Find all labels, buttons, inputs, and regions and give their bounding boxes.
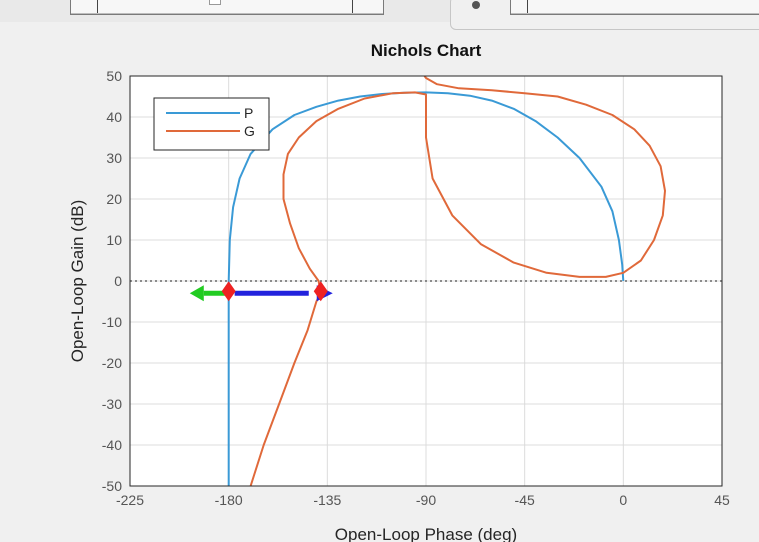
y-tick-label: -50 — [102, 478, 122, 494]
y-tick-label: 0 — [114, 273, 122, 289]
y-tick-label: -10 — [102, 314, 122, 330]
y-axis-label: Open-Loop Gain (dB) — [68, 200, 87, 363]
right-control-start[interactable] — [511, 0, 528, 13]
x-axis-label: Open-Loop Phase (deg) — [335, 525, 517, 542]
y-tick-label: 30 — [106, 150, 122, 166]
x-tick-label: -45 — [515, 492, 535, 508]
series-line-g — [249, 76, 666, 486]
plot-frame — [129, 75, 723, 487]
crossing-marker — [313, 281, 328, 302]
right-control[interactable] — [510, 0, 759, 15]
legend: P G — [153, 97, 270, 151]
y-tick-label: 50 — [106, 68, 122, 84]
y-tick-label: 40 — [106, 109, 122, 125]
series-group — [227, 76, 666, 486]
x-tick-label: -90 — [416, 492, 436, 508]
left-control-start[interactable] — [71, 0, 98, 13]
x-tick-label: 45 — [714, 492, 730, 508]
x-tick-labels: -225 -180 -135 -90 -45 0 45 — [116, 492, 730, 508]
legend-box — [153, 97, 270, 151]
y-tick-label: 20 — [106, 191, 122, 207]
left-control-end[interactable] — [352, 0, 383, 13]
x-tick-label: -135 — [313, 492, 341, 508]
legend-label-p: P — [244, 105, 253, 121]
x-tick-label: -180 — [215, 492, 243, 508]
y-tick-label: -30 — [102, 396, 122, 412]
y-tick-label: -20 — [102, 355, 122, 371]
chart-title: Nichols Chart — [371, 41, 482, 60]
annotations — [130, 280, 722, 302]
x-tick-label: -225 — [116, 492, 144, 508]
left-control[interactable] — [70, 0, 384, 15]
green-arrowhead — [189, 285, 204, 302]
crossing-marker — [221, 281, 236, 302]
x-tick-label: 0 — [619, 492, 627, 508]
legend-label-g: G — [244, 123, 255, 139]
radio-button[interactable] — [472, 1, 480, 9]
y-tick-label: -40 — [102, 437, 122, 453]
left-control-marker[interactable] — [209, 0, 221, 5]
y-tick-label: 10 — [106, 232, 122, 248]
y-tick-labels: 50 40 30 20 10 0 -10 -20 -30 -40 -50 — [102, 68, 122, 494]
